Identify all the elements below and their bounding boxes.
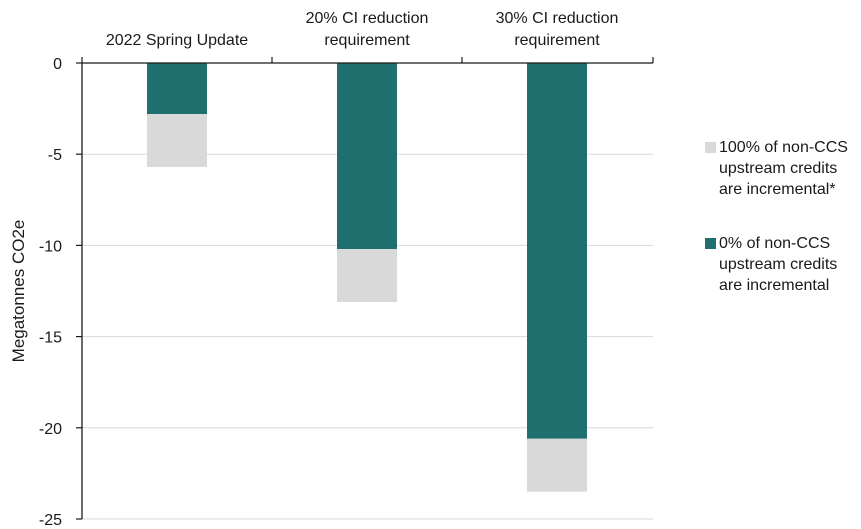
- legend-label: 100% of non-CCS: [719, 139, 848, 156]
- axes: [76, 57, 654, 520]
- y-tick-label: -15: [39, 330, 62, 347]
- y-tick-label: -5: [48, 147, 62, 164]
- legend-label: are incremental*: [719, 181, 836, 198]
- y-tick-label: -25: [39, 512, 62, 529]
- y-tick-label: -20: [39, 421, 62, 438]
- y-tick-label: -10: [39, 238, 62, 255]
- legend-swatch: [705, 238, 716, 249]
- legend-label: 0% of non-CCS: [719, 235, 830, 252]
- legend: 100% of non-CCS upstream credits are incre…: [705, 139, 848, 294]
- category-label: requirement: [514, 32, 600, 49]
- bar-segment-zero-pct: [527, 63, 587, 439]
- category-label: 30% CI reduction: [496, 10, 619, 27]
- legend-label: upstream credits: [719, 160, 837, 177]
- bars: [147, 63, 587, 492]
- y-tick-label: 0: [53, 56, 62, 73]
- bar-segment-zero-pct: [337, 63, 397, 250]
- y-axis-title: Megatonnes CO2e: [9, 220, 28, 363]
- bar-segment-hundred-pct: [527, 438, 587, 492]
- category-label: requirement: [324, 32, 410, 49]
- bar-segment-hundred-pct: [337, 249, 397, 302]
- category-label: 2022 Spring Update: [106, 32, 248, 49]
- legend-label: are incremental: [719, 277, 829, 294]
- bar-segment-hundred-pct: [147, 114, 207, 167]
- legend-label: upstream credits: [719, 256, 837, 273]
- labels: 0 -5 -10 -15 -20 -25 2022 Spring Update 20% CI …: [9, 10, 618, 529]
- legend-swatch: [705, 142, 716, 153]
- bar-segment-zero-pct: [147, 63, 207, 115]
- category-label: 20% CI reduction: [306, 10, 429, 27]
